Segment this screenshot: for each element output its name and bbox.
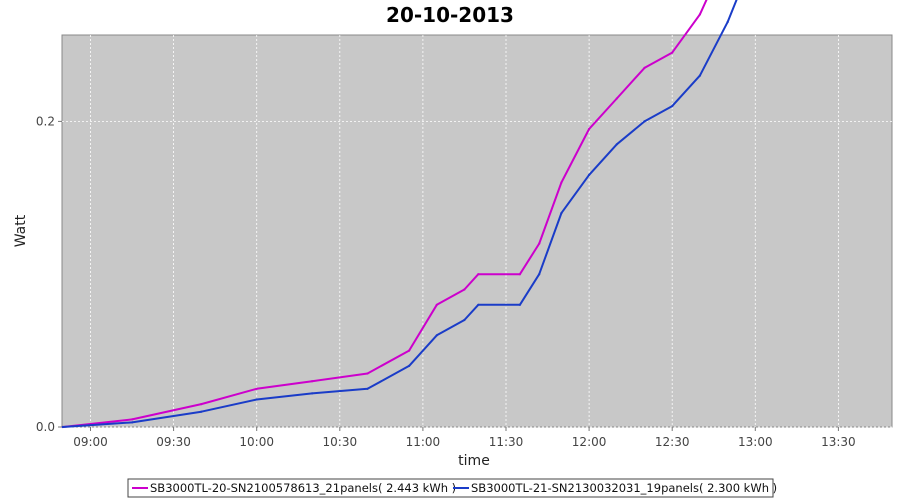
data-point <box>435 334 438 337</box>
data-point <box>643 120 646 123</box>
legend: SB3000TL-20-SN2100578613_21panels( 2.443… <box>127 478 777 498</box>
plot-area <box>61 34 893 428</box>
series-lines <box>61 0 738 429</box>
data-point <box>560 212 563 215</box>
data-point <box>615 143 618 146</box>
data-point <box>366 372 369 375</box>
x-axis-label: time <box>458 453 490 469</box>
x-tick-label: 13:30 <box>821 435 856 449</box>
data-point <box>255 398 258 401</box>
data-point <box>311 380 314 383</box>
data-point <box>131 418 134 421</box>
chart-title: 20-10-2013 <box>386 3 514 27</box>
x-tick-label: 12:30 <box>655 435 690 449</box>
x-tick-label: 10:00 <box>239 435 274 449</box>
data-point <box>588 127 591 131</box>
y-tick-label: 0.0 <box>36 420 55 434</box>
data-point <box>200 410 203 413</box>
data-point <box>435 303 438 306</box>
x-tick-label: 11:00 <box>406 435 441 449</box>
x-axis: 09:00 09:30 10:00 10:30 11:00 11:30 12:00 12:30… <box>73 427 856 449</box>
data-point <box>477 303 480 306</box>
x-tick-label: 10:30 <box>323 435 358 449</box>
data-point <box>366 387 369 390</box>
data-point <box>671 105 674 108</box>
data-point <box>408 364 411 367</box>
x-tick-label: 13:00 <box>738 435 773 449</box>
legend-label-2: SB3000TL-21-SN2130032031_19panels( 2.300… <box>471 481 777 495</box>
series-line-1 <box>62 0 708 428</box>
data-point <box>560 181 563 184</box>
data-point <box>311 392 314 395</box>
x-tick-label: 09:00 <box>73 435 108 449</box>
data-point <box>477 273 480 276</box>
data-point <box>671 51 674 54</box>
data-point <box>131 421 134 424</box>
data-point <box>463 288 466 291</box>
data-point <box>588 173 591 176</box>
data-point <box>518 273 522 276</box>
y-axis: 0.00.20.40.60.81.01.21.41.61.82.02.22.4 <box>36 114 62 434</box>
grid-lines <box>62 35 892 428</box>
data-point <box>255 387 258 390</box>
data-point <box>643 66 646 69</box>
y-tick-label: 0.2 <box>36 114 55 128</box>
data-point <box>726 21 729 24</box>
x-tick-label: 12:00 <box>572 435 607 449</box>
legend-label-1: SB3000TL-20-SN2100578613_21panels( 2.443… <box>150 481 456 495</box>
data-point <box>200 403 203 406</box>
data-point <box>61 425 64 429</box>
y-axis-label: Watt <box>13 214 29 247</box>
legend-box <box>127 478 774 498</box>
data-point <box>408 349 411 352</box>
x-tick-label: 09:30 <box>156 435 191 449</box>
series-line-2 <box>62 0 738 428</box>
data-point <box>615 97 618 100</box>
data-point <box>698 74 702 77</box>
data-point <box>698 13 702 16</box>
x-tick-label: 11:30 <box>489 435 524 449</box>
data-point <box>463 318 466 322</box>
data-point <box>538 273 541 276</box>
data-point <box>538 242 541 245</box>
data-point <box>518 303 522 306</box>
